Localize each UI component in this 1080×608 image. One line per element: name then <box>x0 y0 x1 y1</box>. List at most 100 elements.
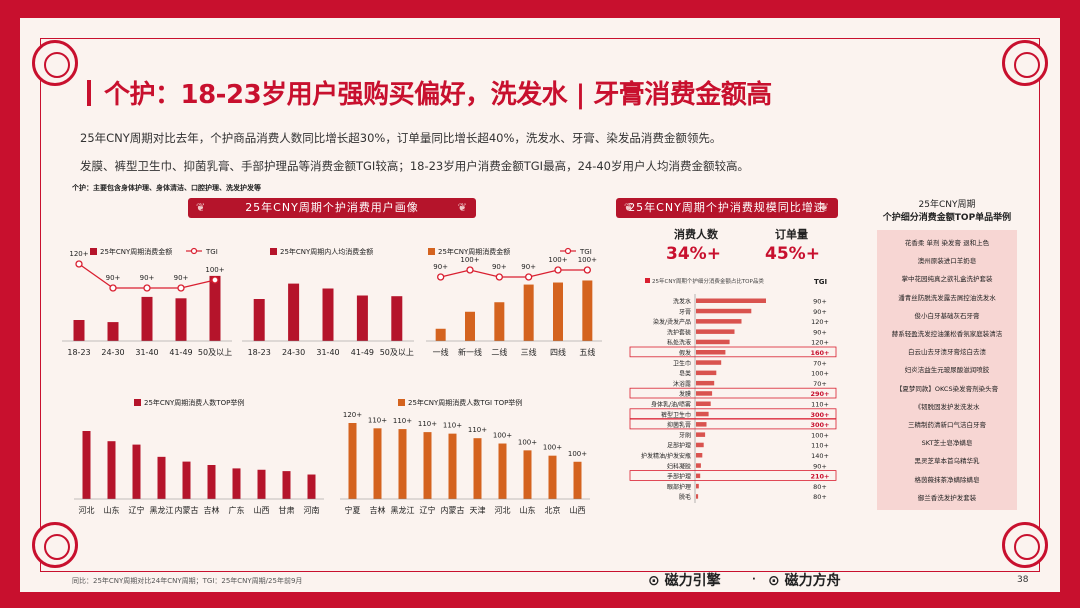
tgi-value: 100+ <box>811 370 829 378</box>
data-label: 100+ <box>518 438 537 446</box>
bar <box>696 370 717 376</box>
chart-title: 25年CNY周期个护细分消费金额占比TOP品类 <box>652 277 764 285</box>
bar <box>307 474 316 499</box>
highlight-box <box>629 470 837 481</box>
x-tick-label: 山西 <box>254 505 270 515</box>
x-tick-label: 50及以上 <box>380 348 414 357</box>
bar <box>182 461 191 499</box>
bar <box>696 350 726 355</box>
y-tick-label: 身体乳/油/喷雾 <box>651 401 691 409</box>
bar <box>175 298 187 341</box>
tgi-value: 70+ <box>813 380 827 388</box>
legend-swatch <box>134 399 141 406</box>
bar <box>696 380 715 386</box>
bar <box>696 494 699 499</box>
bar <box>209 275 221 341</box>
page-number: 38 <box>1017 575 1029 585</box>
tgi-line <box>440 269 588 278</box>
tgi-value: 80+ <box>813 493 827 501</box>
bar <box>696 422 707 427</box>
y-tick-label: 手部护理 <box>667 473 691 481</box>
logo-cili-engine: ⊙ 磁力引擎 <box>648 573 721 589</box>
tgi-label: 90+ <box>174 274 189 282</box>
bar <box>435 328 446 341</box>
bar <box>465 311 475 341</box>
bar <box>398 429 407 499</box>
x-tick-label: 河北 <box>79 505 95 515</box>
corner-ornament-icon <box>32 40 78 86</box>
bar <box>423 432 432 499</box>
top-product-item: 黑灵芝草本首乌精华乳 <box>914 457 980 466</box>
data-label: 110+ <box>418 420 437 428</box>
bar <box>573 461 582 499</box>
bar <box>553 282 563 341</box>
data-label: 120+ <box>343 411 362 419</box>
top-product-item: 花香柔 单剂 染发膏 退和上色 <box>904 239 990 247</box>
user-profile-banner: 25年CNY周期个护消费用户画像 <box>188 198 476 218</box>
y-tick-label: 染发/烫发产品 <box>653 318 691 326</box>
x-tick-label: 辽宁 <box>129 505 145 515</box>
y-tick-label: 洗发水 <box>673 298 691 306</box>
top-product-item: 《韧脱固发护发洗发水 <box>914 402 980 411</box>
tgi-label: 100+ <box>205 266 224 274</box>
y-tick-label: 卫生巾 <box>673 359 691 367</box>
tgi-label: 90+ <box>140 274 155 282</box>
summary-paragraph-1: 25年CNY周期对比去年，个护商品消费人数同比增长超30%，订单量同比增长超40… <box>80 131 722 145</box>
bar <box>348 423 357 499</box>
tgi-label: 120+ <box>69 250 88 258</box>
legend-swatch <box>90 248 97 255</box>
bar <box>696 442 704 448</box>
bar <box>448 433 457 499</box>
bar <box>696 401 711 406</box>
y-tick-label: 足部护理 <box>667 442 691 450</box>
x-tick-label: 18-23 <box>248 348 271 357</box>
data-label: 110+ <box>468 426 487 434</box>
tgi-point <box>75 260 83 268</box>
x-tick-label: 天津 <box>470 505 486 515</box>
page-title: 个护：18-23岁用户强购买偏好，洗发水 | 牙膏消费金额高 <box>104 80 772 110</box>
bar <box>696 319 742 324</box>
x-tick-label: 内蒙古 <box>175 505 199 515</box>
logo-cili-ark: ⊙ 磁力方舟 <box>768 573 841 589</box>
tgi-point <box>177 284 185 292</box>
top-product-item: 赫系轻盈洗发控油蓬松香氛家庭装清洁 <box>891 330 1003 338</box>
y-tick-label: 皂类 <box>679 370 691 378</box>
tgi-point <box>495 273 503 281</box>
tgi-point <box>525 273 533 281</box>
x-tick-label: 吉林 <box>370 505 386 515</box>
tgi-point <box>211 276 219 284</box>
tgi-value: 210+ <box>810 473 829 481</box>
tgi-label: 90+ <box>492 263 507 271</box>
x-tick-label: 甘肃 <box>279 505 295 515</box>
data-label: 100+ <box>543 444 562 452</box>
legend-swatch <box>428 248 435 255</box>
x-tick-label: 41-49 <box>169 348 192 357</box>
bar <box>282 471 291 499</box>
x-tick-label: 辽宁 <box>420 505 436 515</box>
bar <box>696 308 752 314</box>
legend-label: 25年CNY周期消费人数TOP举例 <box>144 398 244 407</box>
top-product-item: 掌中花园纯真之欲礼盒洗护套装 <box>901 275 993 284</box>
bar <box>582 280 593 341</box>
tgi-value: 300+ <box>810 421 829 429</box>
x-tick-label: 宁夏 <box>345 505 361 515</box>
y-tick-label: 眼部护理 <box>667 483 691 491</box>
legend-swatch <box>645 278 650 283</box>
bar <box>696 453 703 458</box>
bar <box>373 428 382 499</box>
tgi-value: 70+ <box>813 359 827 367</box>
tgi-value: 90+ <box>813 462 827 470</box>
bar <box>207 465 216 499</box>
bar <box>696 411 709 417</box>
bar <box>141 296 153 341</box>
y-tick-label: 脱毛 <box>679 493 691 501</box>
x-tick-label: 四线 <box>550 347 566 357</box>
top-product-item: 三精制药清新口气洁白牙膏 <box>908 421 986 429</box>
bar <box>696 473 701 479</box>
bar <box>498 443 507 499</box>
right-panel-title-1: 25年CNY周期 <box>918 200 976 210</box>
top-product-item: 御兰香洗发护发套装 <box>917 493 977 502</box>
bar <box>696 463 701 468</box>
bar <box>391 296 403 341</box>
